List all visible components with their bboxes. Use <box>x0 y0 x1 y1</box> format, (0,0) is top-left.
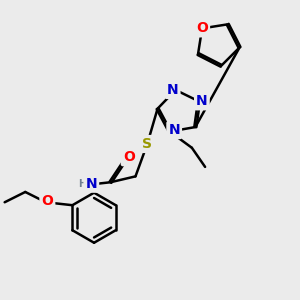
Text: H: H <box>78 179 87 189</box>
Text: O: O <box>196 21 208 35</box>
Text: N: N <box>196 94 208 108</box>
Text: O: O <box>41 194 53 208</box>
Text: O: O <box>123 150 135 164</box>
Text: N: N <box>85 177 97 191</box>
Text: S: S <box>142 137 152 151</box>
Text: N: N <box>168 123 180 137</box>
Text: N: N <box>167 83 178 97</box>
